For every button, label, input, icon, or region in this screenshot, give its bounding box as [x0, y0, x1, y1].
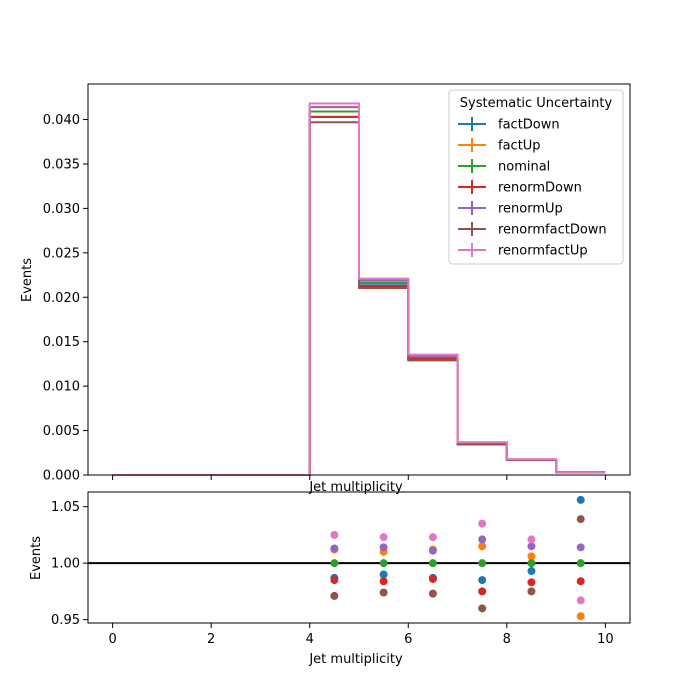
main-y-tick-label: 0.030	[43, 202, 80, 217]
main-x-axis-label: Jet multiplicity	[308, 480, 403, 495]
ratio-point-renormdown-2	[428, 574, 437, 583]
ratio-y-tick-label: 1.00	[51, 557, 80, 572]
ratio-point-renormfactdown-3	[478, 604, 487, 613]
legend-item-renormdown: renormDown	[458, 180, 582, 196]
ratio-x-tick-label: 8	[503, 632, 511, 647]
main-y-axis-ticks: 0.000 0.005 0.010 0.015 0.020 0.025 0.030 0.035…	[43, 113, 88, 484]
ratio-point-renormdown-0	[330, 576, 339, 585]
ratio-axes-frame	[87, 491, 631, 624]
main-x-axis-ticks	[112, 475, 606, 480]
ratio-point-renormfactdown-1	[379, 588, 388, 597]
ratio-point-nominal-5	[576, 559, 585, 568]
ratio-x-tick-label: 10	[597, 632, 614, 647]
ratio-point-renormdown-1	[379, 577, 388, 586]
ratio-point-renormup-2	[428, 546, 437, 555]
legend-box	[448, 89, 624, 265]
ratio-point-factup-5	[576, 612, 585, 621]
ratio-point-renormup-0	[330, 544, 339, 553]
legend-item-renormup: renormUp	[458, 201, 563, 217]
ratio-point-factdown-3	[478, 576, 487, 585]
ratio-point-renormfactdown-4	[527, 587, 536, 596]
legend-item-factup: factUp	[458, 138, 541, 154]
ratio-y-tick-label: 0.95	[51, 613, 80, 628]
ratio-point-factup-4	[527, 552, 536, 561]
ratio-point-renormfactup-4	[527, 535, 536, 544]
ratio-point-factup-3	[478, 542, 487, 551]
ratio-point-renormup-5	[576, 543, 585, 552]
ratio-point-renormup-1	[379, 543, 388, 552]
legend-item-renormfactdown: renormfactDown	[458, 222, 607, 238]
ratio-point-renormfactdown-5	[576, 515, 585, 524]
ratio-y-axis-ticks: 0.95 1.00 1.05	[51, 500, 88, 628]
main-y-tick-label: 0.035	[43, 157, 80, 172]
ratio-point-nominal-0	[330, 559, 339, 568]
legend-item-nominal: nominal	[458, 159, 550, 175]
ratio-point-renormfactup-3	[478, 519, 487, 528]
ratio-x-tick-label: 0	[108, 632, 116, 647]
ratio-y-axis-label: Events	[29, 536, 44, 580]
ratio-point-factdown-4	[527, 567, 536, 576]
ratio-point-renormup-3	[478, 535, 487, 544]
main-y-tick-label: 0.040	[43, 113, 80, 128]
main-panel: 0.000 0.005 0.010 0.015 0.020 0.025 0.030 0.035…	[20, 83, 631, 495]
ratio-x-axis-ticks: 0 2 4 6 8 10	[108, 623, 614, 647]
main-y-tick-label: 0.005	[43, 424, 80, 439]
legend-label: renormfactDown	[498, 223, 607, 238]
main-y-tick-label: 0.015	[43, 335, 80, 350]
ratio-x-tick-label: 2	[207, 632, 215, 647]
main-y-tick-label: 0.010	[43, 380, 80, 395]
ratio-point-factdown-1	[379, 570, 388, 579]
legend: Systematic Uncertainty factDown factUp nom…	[448, 89, 624, 265]
ratio-panel: 0.95 1.00 1.05 0 2 4 6 8 10 Events Jet multipli…	[29, 491, 631, 667]
legend-item-renormfactup: renormfactUp	[458, 243, 588, 259]
ratio-point-factdown-5	[576, 495, 585, 504]
legend-label: renormDown	[498, 181, 582, 196]
ratio-point-renormfactup-5	[576, 596, 585, 605]
ratio-point-renormfactup-1	[379, 533, 388, 542]
main-axes-frame	[87, 83, 631, 476]
legend-title: Systematic Uncertainty	[460, 96, 613, 111]
ratio-x-axis-label: Jet multiplicity	[308, 652, 403, 667]
ratio-point-renormdown-4	[527, 578, 536, 587]
ratio-point-renormup-4	[527, 542, 536, 551]
ratio-point-renormfactup-0	[330, 530, 339, 539]
legend-label: renormUp	[498, 202, 563, 217]
ratio-points	[330, 495, 585, 621]
legend-label: factUp	[498, 139, 541, 154]
ratio-point-renormfactup-2	[428, 533, 437, 542]
ratio-point-nominal-1	[379, 559, 388, 568]
main-y-tick-label: 0.020	[43, 291, 80, 306]
ratio-point-renormfactdown-0	[330, 591, 339, 600]
legend-label: nominal	[498, 160, 550, 175]
legend-label: factDown	[498, 118, 560, 133]
legend-item-factdown: factDown	[458, 117, 560, 133]
ratio-y-tick-label: 1.05	[51, 500, 80, 515]
main-y-tick-label: 0.025	[43, 246, 80, 261]
ratio-x-tick-label: 6	[404, 632, 412, 647]
main-y-tick-label: 0.000	[43, 469, 80, 484]
ratio-point-renormdown-3	[478, 587, 487, 596]
ratio-point-nominal-4	[527, 559, 536, 568]
main-y-axis-label: Events	[20, 258, 35, 302]
ratio-point-nominal-3	[478, 559, 487, 568]
ratio-point-renormdown-5	[576, 577, 585, 586]
legend-entries: factDown factUp nominal renormDown renormUp r…	[458, 117, 607, 259]
ratio-point-renormfactdown-2	[428, 589, 437, 598]
ratio-point-nominal-2	[428, 559, 437, 568]
ratio-x-tick-label: 4	[306, 632, 314, 647]
legend-label: renormfactUp	[498, 244, 588, 259]
